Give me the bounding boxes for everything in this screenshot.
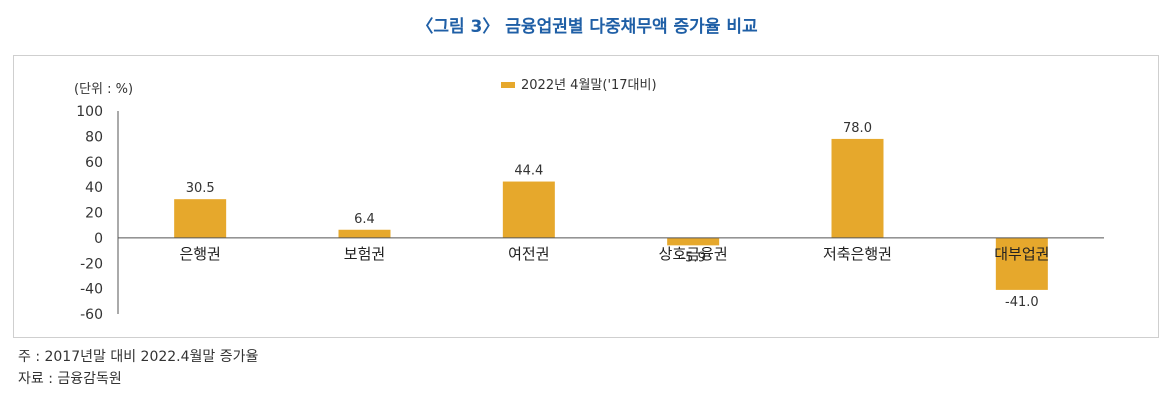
unit-label: (단위 : %) [74, 82, 133, 97]
bar [831, 138, 884, 238]
data-label: -5.9 [680, 250, 705, 265]
legend-label: 2022년 4월말('17대비) [521, 78, 657, 93]
category-label: 여전권 [508, 245, 549, 263]
category-label: 저축은행권 [823, 245, 892, 263]
y-tick-label: 60 [85, 155, 103, 171]
y-tick-label: 20 [85, 206, 103, 222]
data-label: -41.0 [1005, 295, 1039, 310]
y-tick-label: 100 [76, 104, 103, 120]
data-label: 30.5 [186, 181, 215, 196]
bar-chart: (단위 : %) 100 80 60 40 20 0 -20 -40 -60 30.5 6.4 44.4… [74, 78, 1104, 323]
chart-note: 주 : 2017년말 대비 2022.4월말 증가율 [18, 349, 259, 365]
bar [995, 237, 1048, 290]
data-label: 6.4 [354, 212, 375, 227]
notes-block: 주 : 2017년말 대비 2022.4월말 증가율 자료 : 금융감독원 [18, 346, 258, 390]
data-label: 78.0 [843, 121, 872, 136]
category-label: 은행권 [179, 245, 220, 263]
y-tick-label: 40 [85, 180, 103, 196]
y-tick-label: 80 [85, 129, 103, 145]
bar [667, 237, 720, 246]
figure-title: 〈그림 3〉 금융업권별 다중채무액 증가율 비교 [416, 17, 758, 37]
bar [502, 181, 555, 238]
y-tick-label: -40 [80, 282, 103, 298]
y-tick-label: 0 [94, 231, 103, 247]
bar [338, 229, 391, 238]
y-tick-label: -20 [80, 256, 103, 272]
legend-swatch [501, 82, 515, 88]
chart-source: 자료 : 금융감독원 [18, 371, 122, 387]
data-label: 44.4 [514, 164, 543, 179]
category-label: 보험권 [344, 245, 385, 263]
y-tick-label: -60 [80, 307, 103, 323]
bar [174, 199, 227, 238]
chart-frame: (단위 : %) 100 80 60 40 20 0 -20 -40 -60 30.5 6.4 44.4… [13, 55, 1159, 338]
category-label: 상호금융권 [659, 245, 728, 263]
category-label: 대부업권 [994, 245, 1049, 263]
